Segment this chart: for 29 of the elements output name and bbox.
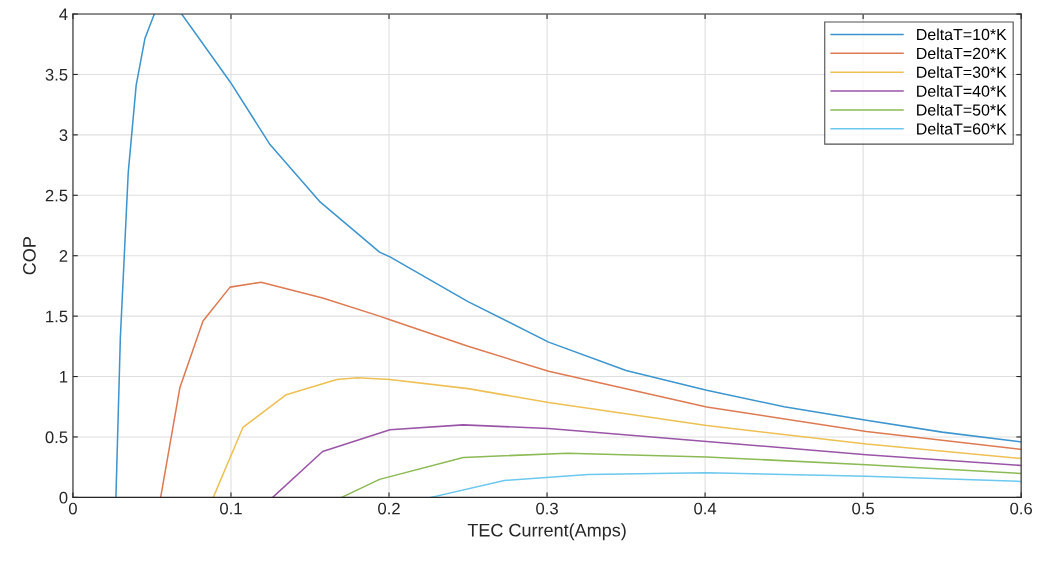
- line-series: [212, 376, 1022, 498]
- y-tick-label: 3: [59, 129, 68, 142]
- line-series: [159, 281, 1022, 498]
- legend-label: DeltaT=30*K: [917, 66, 1007, 78]
- y-axis-title: COP: [23, 237, 36, 275]
- x-tick-label: 0.2: [378, 502, 400, 515]
- x-tick-label: 0.6: [1010, 502, 1033, 515]
- y-tick-label: 2: [59, 250, 68, 262]
- x-axis-title: TEC Current(Amps): [467, 523, 626, 541]
- legend-label: DeltaT=40*K: [917, 85, 1007, 97]
- x-tick-label: 0.3: [536, 502, 558, 515]
- x-tick-label: 0.4: [694, 502, 717, 515]
- x-tick-label: 0.5: [852, 502, 875, 515]
- y-tick-label: 0: [59, 491, 68, 504]
- y-tick-label: 0.5: [45, 431, 68, 444]
- line-series: [340, 452, 1022, 498]
- line-series: [430, 471, 1022, 498]
- y-tick-label: 1.5: [46, 310, 68, 323]
- y-tick-label: 4: [59, 8, 68, 21]
- legend-label: DeltaT=10*K: [917, 28, 1007, 41]
- y-tick-label: 2.5: [45, 189, 68, 202]
- x-tick-label: 0.1: [220, 502, 242, 515]
- y-tick-label: 1: [60, 371, 68, 383]
- y-tick-label: 3.5: [45, 68, 68, 81]
- legend-label: DeltaT=60*K: [917, 122, 1007, 135]
- legend-label: DeltaT=50*K: [917, 103, 1007, 116]
- legend-label: DeltaT=20*K: [917, 47, 1007, 60]
- line-series: [271, 424, 1022, 498]
- x-tick-label: 0: [68, 502, 77, 515]
